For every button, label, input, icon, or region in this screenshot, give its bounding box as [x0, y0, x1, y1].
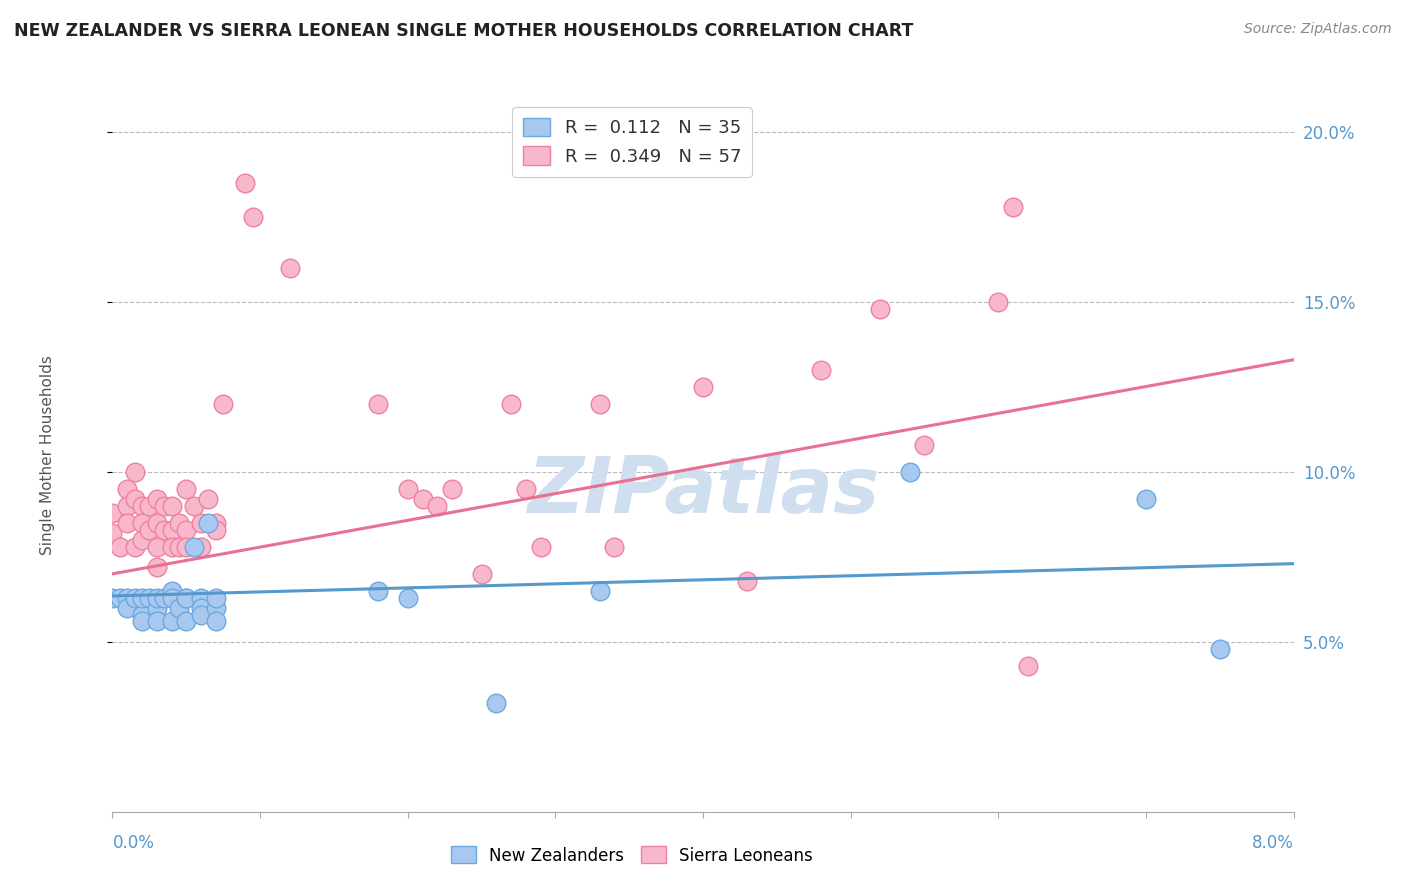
Point — [160, 540, 183, 554]
Point — [183, 540, 205, 554]
Point — [124, 540, 146, 554]
Point — [146, 540, 169, 554]
Point — [183, 499, 205, 513]
Point — [197, 492, 219, 507]
Point — [190, 591, 212, 605]
Point — [138, 499, 160, 513]
Text: 0.0%: 0.0% — [112, 834, 155, 852]
Point — [160, 583, 183, 598]
Point — [190, 600, 212, 615]
Point — [278, 260, 301, 275]
Point — [117, 499, 138, 513]
Point — [117, 482, 138, 496]
Point — [174, 591, 197, 605]
Point — [603, 540, 626, 554]
Point — [737, 574, 759, 588]
Point — [117, 516, 138, 530]
Point — [485, 696, 508, 710]
Point — [242, 210, 264, 224]
Point — [914, 438, 936, 452]
Point — [190, 516, 212, 530]
Point — [153, 523, 176, 537]
Point — [117, 591, 138, 605]
Point — [1135, 492, 1157, 507]
Legend: New Zealanders, Sierra Leoneans: New Zealanders, Sierra Leoneans — [444, 839, 820, 871]
Point — [124, 492, 146, 507]
Point — [101, 526, 124, 541]
Point — [138, 523, 160, 537]
Point — [146, 516, 169, 530]
Point — [588, 397, 610, 411]
Point — [160, 615, 183, 629]
Point — [146, 600, 169, 615]
Point — [588, 583, 610, 598]
Point — [160, 499, 183, 513]
Point — [212, 397, 235, 411]
Point — [131, 607, 153, 622]
Text: 8.0%: 8.0% — [1251, 834, 1294, 852]
Point — [167, 600, 190, 615]
Point — [146, 492, 169, 507]
Point — [108, 591, 131, 605]
Point — [124, 591, 146, 605]
Point — [529, 540, 551, 554]
Point — [471, 566, 494, 581]
Point — [810, 363, 832, 377]
Point — [367, 583, 389, 598]
Point — [412, 492, 434, 507]
Point — [205, 600, 228, 615]
Point — [146, 591, 169, 605]
Point — [441, 482, 464, 496]
Point — [131, 499, 153, 513]
Point — [167, 540, 190, 554]
Text: NEW ZEALANDER VS SIERRA LEONEAN SINGLE MOTHER HOUSEHOLDS CORRELATION CHART: NEW ZEALANDER VS SIERRA LEONEAN SINGLE M… — [14, 22, 914, 40]
Point — [146, 560, 169, 574]
Point — [501, 397, 523, 411]
Point — [197, 516, 219, 530]
Point — [692, 380, 714, 394]
Point — [1208, 641, 1232, 656]
Point — [108, 540, 131, 554]
Point — [190, 540, 212, 554]
Text: Source: ZipAtlas.com: Source: ZipAtlas.com — [1244, 22, 1392, 37]
Point — [131, 615, 153, 629]
Point — [1001, 200, 1024, 214]
Point — [174, 591, 197, 605]
Point — [174, 523, 197, 537]
Point — [101, 506, 124, 520]
Point — [117, 600, 138, 615]
Text: Single Mother Households: Single Mother Households — [39, 355, 55, 555]
Point — [869, 301, 891, 316]
Point — [205, 591, 228, 605]
Point — [233, 176, 256, 190]
Point — [124, 465, 146, 479]
Point — [396, 591, 419, 605]
Point — [426, 499, 449, 513]
Point — [131, 516, 153, 530]
Point — [367, 397, 389, 411]
Point — [160, 523, 183, 537]
Point — [131, 533, 153, 547]
Point — [131, 591, 153, 605]
Point — [987, 295, 1010, 310]
Point — [153, 591, 176, 605]
Text: ZIPatlas: ZIPatlas — [527, 452, 879, 529]
Point — [174, 615, 197, 629]
Point — [146, 615, 169, 629]
Point — [190, 607, 212, 622]
Point — [160, 591, 183, 605]
Point — [153, 499, 176, 513]
Point — [396, 482, 419, 496]
Point — [138, 591, 160, 605]
Point — [174, 540, 197, 554]
Point — [205, 523, 228, 537]
Point — [205, 615, 228, 629]
Point — [1017, 658, 1039, 673]
Point — [205, 516, 228, 530]
Point — [167, 516, 190, 530]
Point — [174, 482, 197, 496]
Point — [515, 482, 537, 496]
Point — [898, 465, 921, 479]
Point — [101, 591, 124, 605]
